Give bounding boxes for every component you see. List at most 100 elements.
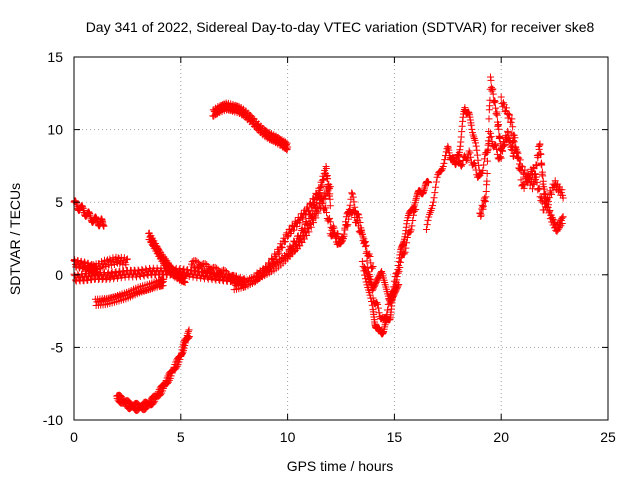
data-point	[217, 270, 225, 278]
y-tick-label: 15	[47, 49, 63, 65]
data-point	[504, 114, 512, 122]
data-point	[299, 227, 307, 235]
data-point	[394, 282, 402, 290]
data-point	[180, 265, 188, 273]
data-point	[538, 194, 546, 202]
data-point	[429, 198, 437, 206]
data-point	[207, 274, 215, 282]
data-point	[559, 194, 567, 202]
data-point	[432, 183, 440, 191]
data-point	[203, 261, 211, 269]
data-point	[90, 264, 98, 272]
data-point	[479, 166, 487, 174]
data-point	[535, 185, 543, 193]
data-point	[355, 214, 363, 222]
data-point	[374, 304, 382, 312]
y-tick-label: 0	[55, 267, 63, 283]
data-point	[332, 234, 340, 242]
data-point	[467, 153, 475, 161]
data-point	[284, 233, 292, 241]
data-point	[357, 224, 365, 232]
data-point	[468, 125, 476, 133]
data-point	[534, 186, 542, 194]
data-point	[307, 223, 315, 231]
data-point	[374, 300, 382, 308]
data-point	[323, 208, 331, 216]
data-point	[525, 174, 533, 182]
data-point	[314, 209, 322, 217]
plot-frame	[73, 56, 609, 421]
data-point	[538, 161, 546, 169]
data-point	[514, 149, 522, 157]
data-point	[322, 191, 330, 199]
data-point	[373, 299, 381, 307]
data-points	[70, 73, 567, 415]
data-point	[185, 334, 193, 342]
data-point	[326, 214, 334, 222]
data-point	[140, 272, 148, 280]
data-point	[355, 211, 363, 219]
data-point	[409, 204, 417, 212]
data-point	[123, 255, 131, 263]
series-arc-11	[252, 162, 334, 285]
data-point	[485, 128, 493, 136]
data-point	[530, 180, 538, 188]
data-point	[180, 277, 188, 285]
data-point	[362, 268, 370, 276]
data-point	[489, 90, 497, 98]
data-point	[496, 153, 504, 161]
data-point	[487, 129, 495, 137]
data-point	[181, 272, 189, 280]
data-point	[221, 267, 229, 275]
data-point	[292, 241, 300, 249]
data-point	[558, 219, 566, 227]
data-point	[532, 170, 540, 178]
data-point	[362, 241, 370, 249]
data-point	[136, 273, 144, 281]
data-point	[410, 203, 418, 211]
data-point	[491, 141, 499, 149]
data-point	[439, 162, 447, 170]
data-point	[310, 219, 318, 227]
data-point	[341, 224, 349, 232]
data-point	[308, 212, 316, 220]
data-point	[488, 138, 496, 146]
data-point	[275, 250, 283, 258]
data-point	[257, 271, 265, 279]
data-point	[508, 130, 516, 138]
data-point	[486, 133, 494, 141]
data-point	[303, 231, 311, 239]
data-point	[528, 185, 536, 193]
data-point	[483, 157, 491, 165]
y-tick-label: 5	[55, 194, 63, 210]
data-point	[516, 156, 524, 164]
data-point	[480, 161, 488, 169]
x-tick-label: 0	[70, 429, 78, 445]
data-point	[293, 223, 301, 231]
data-point	[360, 235, 368, 243]
data-point	[138, 265, 146, 273]
data-point	[326, 202, 334, 210]
data-point	[307, 213, 315, 221]
data-point	[340, 230, 348, 238]
data-point	[517, 162, 525, 170]
data-point	[284, 250, 292, 258]
data-point	[425, 179, 433, 187]
data-point	[523, 170, 531, 178]
data-point	[342, 218, 350, 226]
data-point	[346, 201, 354, 209]
series-arc-18	[476, 73, 518, 220]
data-point	[484, 137, 492, 145]
data-point	[339, 234, 347, 242]
data-point	[150, 399, 158, 407]
data-point	[375, 309, 383, 317]
data-point	[493, 111, 501, 119]
data-point	[310, 195, 318, 203]
data-point	[123, 256, 131, 264]
data-point	[474, 173, 482, 181]
data-point	[544, 201, 552, 209]
data-point	[313, 199, 321, 207]
data-point	[344, 209, 352, 217]
data-point	[472, 142, 480, 150]
data-point	[470, 134, 478, 142]
